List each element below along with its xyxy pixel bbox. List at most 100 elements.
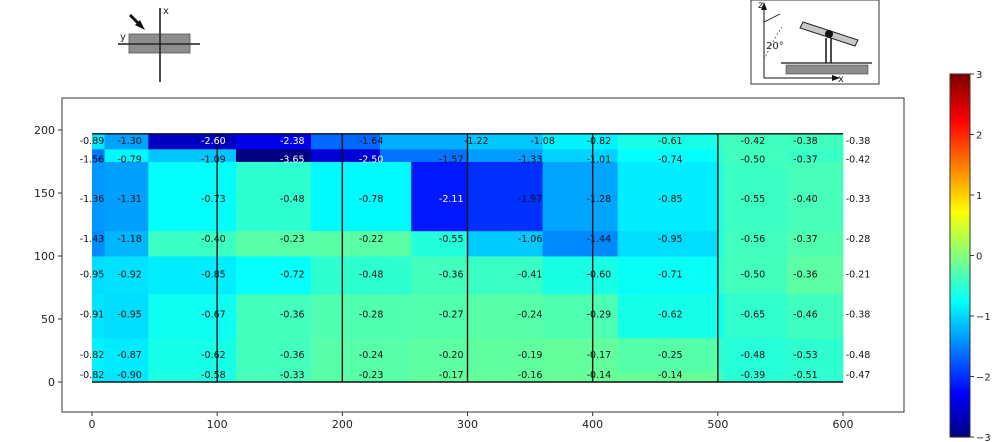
heatmap-cell — [467, 142, 512, 150]
colorbar-segment — [950, 267, 970, 272]
heatmap-cell — [235, 133, 312, 143]
colorbar-segment — [950, 291, 970, 296]
heatmap-cell — [511, 256, 543, 276]
heatmap-cell — [724, 230, 788, 257]
cell-value-label: -0.22 — [359, 234, 384, 245]
heatmap-cell — [786, 161, 844, 206]
colorbar-tick-label: −3 — [976, 433, 991, 442]
colorbar-segment — [950, 89, 970, 93]
heatmap-cell — [467, 293, 512, 339]
diagram-axis-z-label: z — [758, 0, 763, 11]
colorbar-segment — [950, 391, 970, 396]
cell-value-label: -0.62 — [658, 310, 683, 321]
heatmap-cell — [542, 337, 594, 354]
heatmap-cell — [148, 161, 237, 206]
colorbar-segment — [950, 170, 970, 175]
heatmap-cell — [311, 353, 381, 373]
heatmap-cell — [724, 161, 788, 206]
heatmap-cell — [786, 142, 844, 150]
heatmap-cell — [786, 205, 844, 232]
heatmap-cell — [379, 256, 412, 276]
cell-value-label: -0.24 — [518, 310, 543, 321]
cell-value-label: -0.82 — [80, 350, 105, 361]
colorbar-segment — [950, 331, 970, 335]
cell-value-label: -1.22 — [464, 136, 489, 147]
heatmap-cell — [724, 133, 788, 143]
y-tick-label: 200 — [34, 124, 55, 137]
cell-value-label: -1.08 — [530, 136, 555, 147]
heatmap-cell — [592, 142, 619, 150]
colorbar-segment — [950, 77, 970, 81]
colorbar-segment — [950, 228, 970, 232]
cell-value-label: -0.74 — [658, 155, 683, 166]
cell-value-label: -1.06 — [518, 234, 543, 245]
colorbar-segment — [950, 167, 970, 172]
cell-value-label: -0.24 — [359, 350, 384, 361]
heatmap-cell — [661, 274, 719, 295]
heatmap-cell — [661, 148, 719, 162]
heatmap-cell — [311, 161, 381, 206]
colorbar-segment — [950, 322, 970, 326]
cell-value-label: -2.50 — [359, 155, 384, 166]
cell-value-label: -1.64 — [359, 136, 384, 147]
colorbar-segment — [950, 346, 970, 350]
cell-value-label: -0.50 — [741, 269, 766, 280]
cell-value-label: -0.33 — [846, 194, 871, 205]
heatmap-cell — [467, 230, 512, 257]
cell-value-label: -0.72 — [280, 269, 305, 280]
cell-value-label: -0.62 — [201, 350, 226, 361]
heatmap-cell — [311, 274, 381, 295]
colorbar-segment — [950, 119, 970, 123]
heatmap-cell — [411, 256, 468, 276]
cell-value-label: -0.28 — [359, 310, 384, 321]
heatmap-cell — [411, 230, 468, 257]
heatmap-cell — [92, 293, 105, 339]
heatmap-cell — [511, 205, 543, 232]
heatmap-cell — [542, 353, 594, 373]
heatmap-cell — [379, 274, 412, 295]
cell-value-label: -0.14 — [587, 370, 612, 381]
colorbar-segment — [950, 164, 970, 169]
heatmap-cell — [592, 148, 619, 162]
heatmap-cell — [542, 161, 594, 206]
heatmap-cell — [104, 353, 149, 373]
colorbar-segment — [950, 255, 970, 260]
colorbar-segment — [950, 303, 970, 308]
colorbar-tick-label: 1 — [976, 191, 982, 202]
colorbar-segment — [950, 219, 970, 223]
heatmap-cell — [235, 230, 312, 257]
cell-value-label: -0.48 — [846, 350, 871, 361]
heatmap-cell — [311, 230, 381, 257]
x-tick-label: 500 — [707, 418, 728, 431]
cell-value-label: -0.36 — [280, 310, 305, 321]
colorbar-segment — [950, 179, 970, 184]
colorbar-segment — [950, 394, 970, 399]
colorbar-segment — [950, 201, 970, 205]
cell-value-label: -0.48 — [280, 194, 305, 205]
heatmap-cell — [92, 337, 105, 354]
cell-value-label: -0.38 — [846, 136, 871, 147]
heatmap-cell — [235, 142, 312, 150]
cell-value-label: -0.21 — [846, 269, 871, 280]
heatmap-cell — [104, 161, 149, 206]
colorbar-segment — [950, 213, 970, 217]
heatmap-cell — [592, 133, 619, 143]
cell-value-label: -0.95 — [80, 269, 105, 280]
colorbar-segment — [950, 288, 970, 293]
heatmap-cell — [661, 205, 719, 232]
heatmap-cell — [379, 142, 412, 150]
cell-value-label: -1.56 — [80, 155, 105, 166]
heatmap-cell — [467, 337, 512, 354]
heatmap-cell — [467, 256, 512, 276]
colorbar-segment — [950, 273, 970, 278]
heatmap-cell — [411, 148, 468, 162]
cell-value-label: -0.95 — [658, 234, 683, 245]
colorbar-segment — [950, 140, 970, 145]
heatmap-cell — [379, 133, 412, 143]
cell-value-label: -0.47 — [846, 370, 871, 381]
cell-value-label: -0.71 — [658, 269, 683, 280]
heatmap-cell — [542, 205, 594, 232]
colorbar-segment — [950, 385, 970, 390]
x-tick-label: 0 — [89, 418, 96, 431]
colorbar-segment — [950, 185, 970, 190]
